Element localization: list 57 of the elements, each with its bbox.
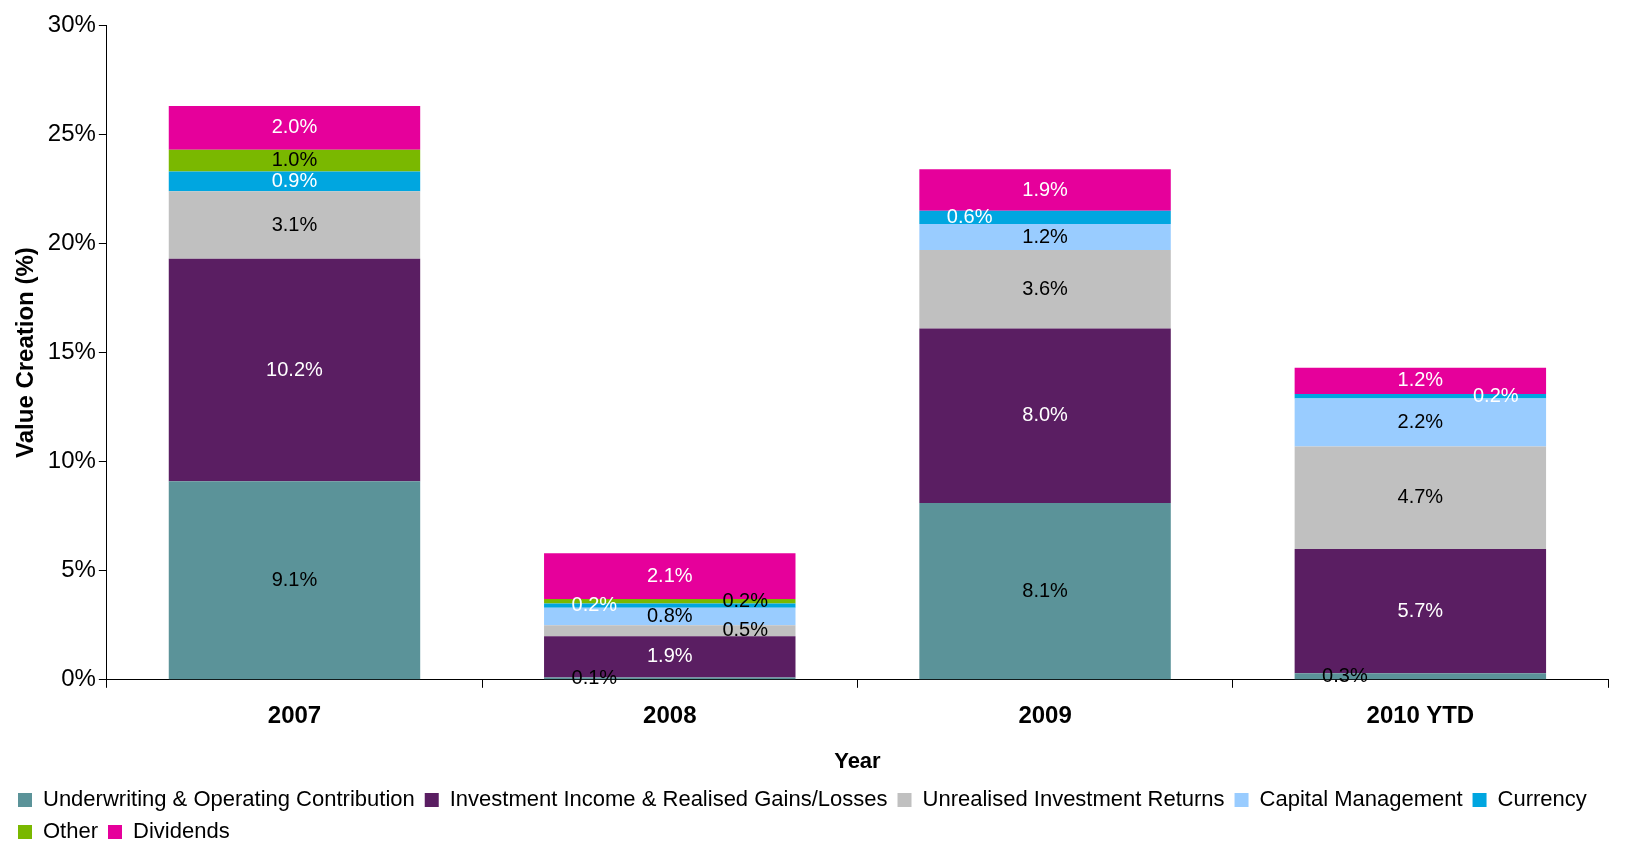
data-label: 1.9% xyxy=(1022,177,1069,200)
bar xyxy=(168,149,421,172)
legend-label: Investment Income & Realised Gains/Losses xyxy=(449,786,888,812)
data-label: 9.1% xyxy=(271,567,318,590)
legend-label: Unrealised Investment Returns xyxy=(922,786,1225,812)
bar xyxy=(168,481,421,680)
bar xyxy=(919,328,1171,504)
data-label: 1.0% xyxy=(271,148,318,171)
bar xyxy=(919,210,1171,224)
data-label: 1.2% xyxy=(1397,368,1444,391)
data-label: 0.5% xyxy=(722,618,769,641)
data-label: 5.7% xyxy=(1397,598,1444,621)
bar xyxy=(919,169,1171,211)
data-label: 0.8% xyxy=(646,604,693,627)
legend-label: Underwriting & Operating Contribution xyxy=(43,786,415,812)
data-label: 0.2% xyxy=(571,593,618,616)
bar xyxy=(168,258,421,482)
y-tick-label: 30% xyxy=(47,10,96,38)
y-tick-label: 15% xyxy=(47,337,96,365)
data-label: 4.7% xyxy=(1397,485,1444,508)
bar xyxy=(919,250,1171,329)
legend-label: Currency xyxy=(1497,786,1587,812)
y-tick-label: 0% xyxy=(61,664,96,692)
bar xyxy=(1294,446,1547,549)
legend-label: Other xyxy=(43,818,99,844)
data-label: 3.1% xyxy=(271,212,318,235)
data-label: 2.1% xyxy=(646,563,693,586)
data-label: 0.2% xyxy=(1472,383,1519,406)
legend-label: Capital Management xyxy=(1259,786,1463,812)
y-tick-label: 25% xyxy=(47,119,96,147)
bar xyxy=(168,106,421,150)
bar xyxy=(919,503,1171,680)
data-label: 0.2% xyxy=(722,588,769,611)
bar xyxy=(168,191,421,259)
data-label: 2.0% xyxy=(271,115,318,138)
x-tick-label: 2007 xyxy=(267,700,322,728)
data-label: 2.2% xyxy=(1397,409,1444,432)
data-label: 3.6% xyxy=(1022,276,1069,299)
y-axis-title: Value Creation (%) xyxy=(11,247,39,458)
data-label: 8.0% xyxy=(1022,403,1069,426)
bar xyxy=(168,171,421,192)
data-label: 0.6% xyxy=(946,204,993,227)
y-tick-label: 10% xyxy=(47,446,96,474)
x-axis-title: Year xyxy=(834,747,882,773)
data-label: 1.9% xyxy=(646,644,693,667)
x-tick-label: 2010 YTD xyxy=(1366,700,1475,728)
bar xyxy=(919,223,1171,251)
x-tick-label: 2009 xyxy=(1018,700,1072,728)
legend-label: Dividends xyxy=(133,818,230,844)
data-label: 10.2% xyxy=(266,357,324,380)
data-label: 8.1% xyxy=(1022,578,1069,601)
data-label: 0.9% xyxy=(271,168,318,191)
y-tick-label: 20% xyxy=(47,228,96,256)
data-label: 0.1% xyxy=(571,665,618,688)
data-label: 1.2% xyxy=(1022,224,1069,247)
y-tick-label: 5% xyxy=(61,555,96,583)
x-tick-label: 2008 xyxy=(643,700,697,728)
